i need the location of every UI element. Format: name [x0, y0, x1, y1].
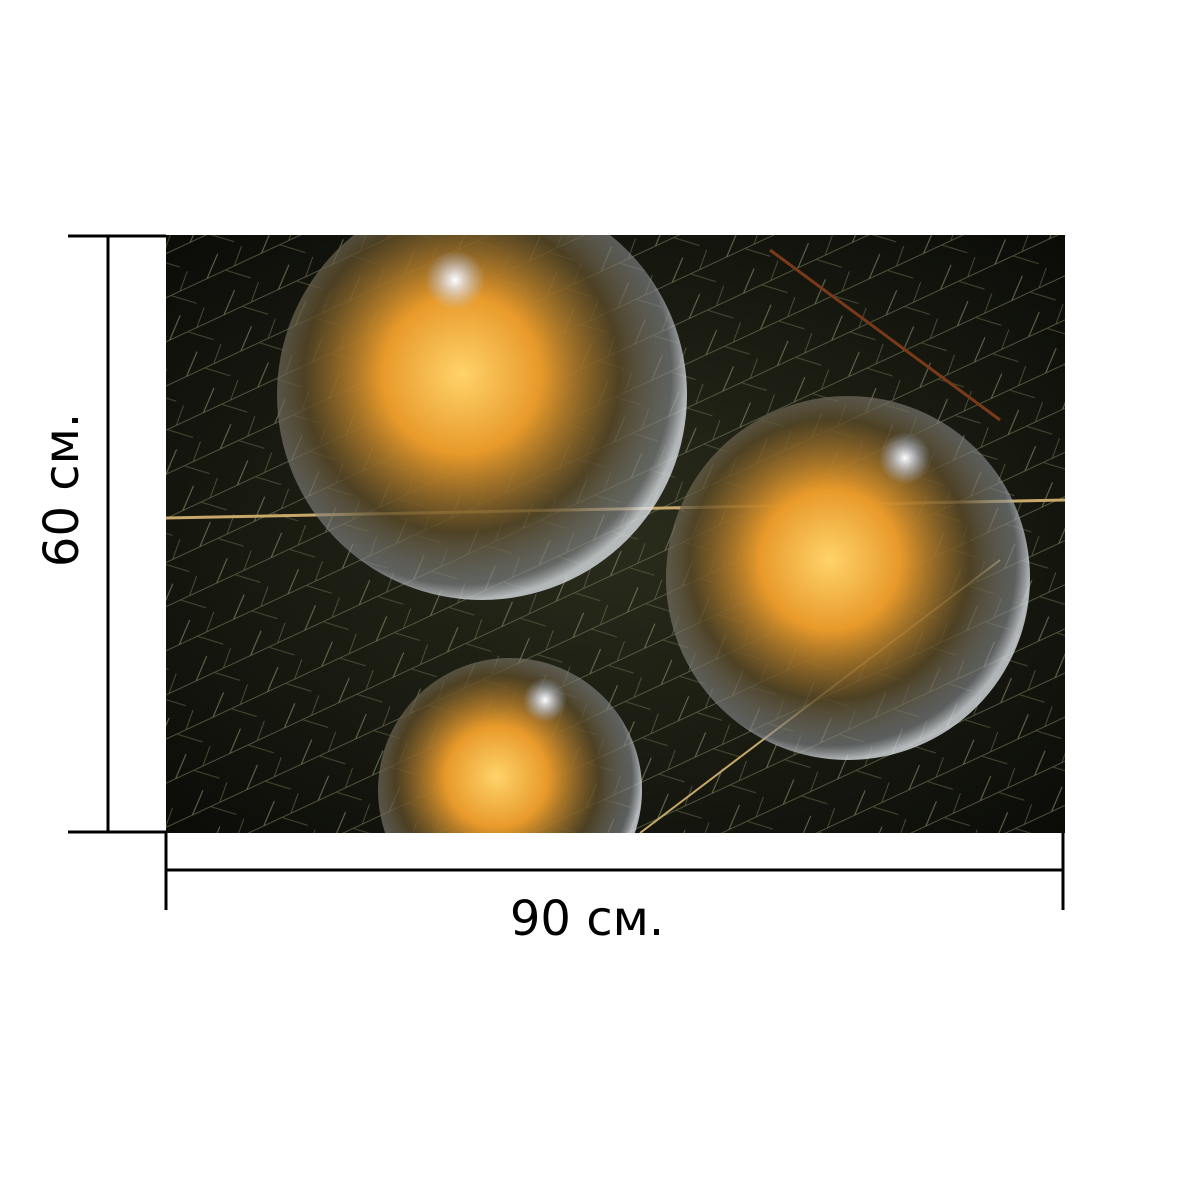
width-label: 90 см.: [510, 891, 664, 947]
height-label: 60 см.: [34, 413, 90, 567]
print-image: [166, 235, 1065, 833]
dimension-lines: [68, 234, 1065, 910]
